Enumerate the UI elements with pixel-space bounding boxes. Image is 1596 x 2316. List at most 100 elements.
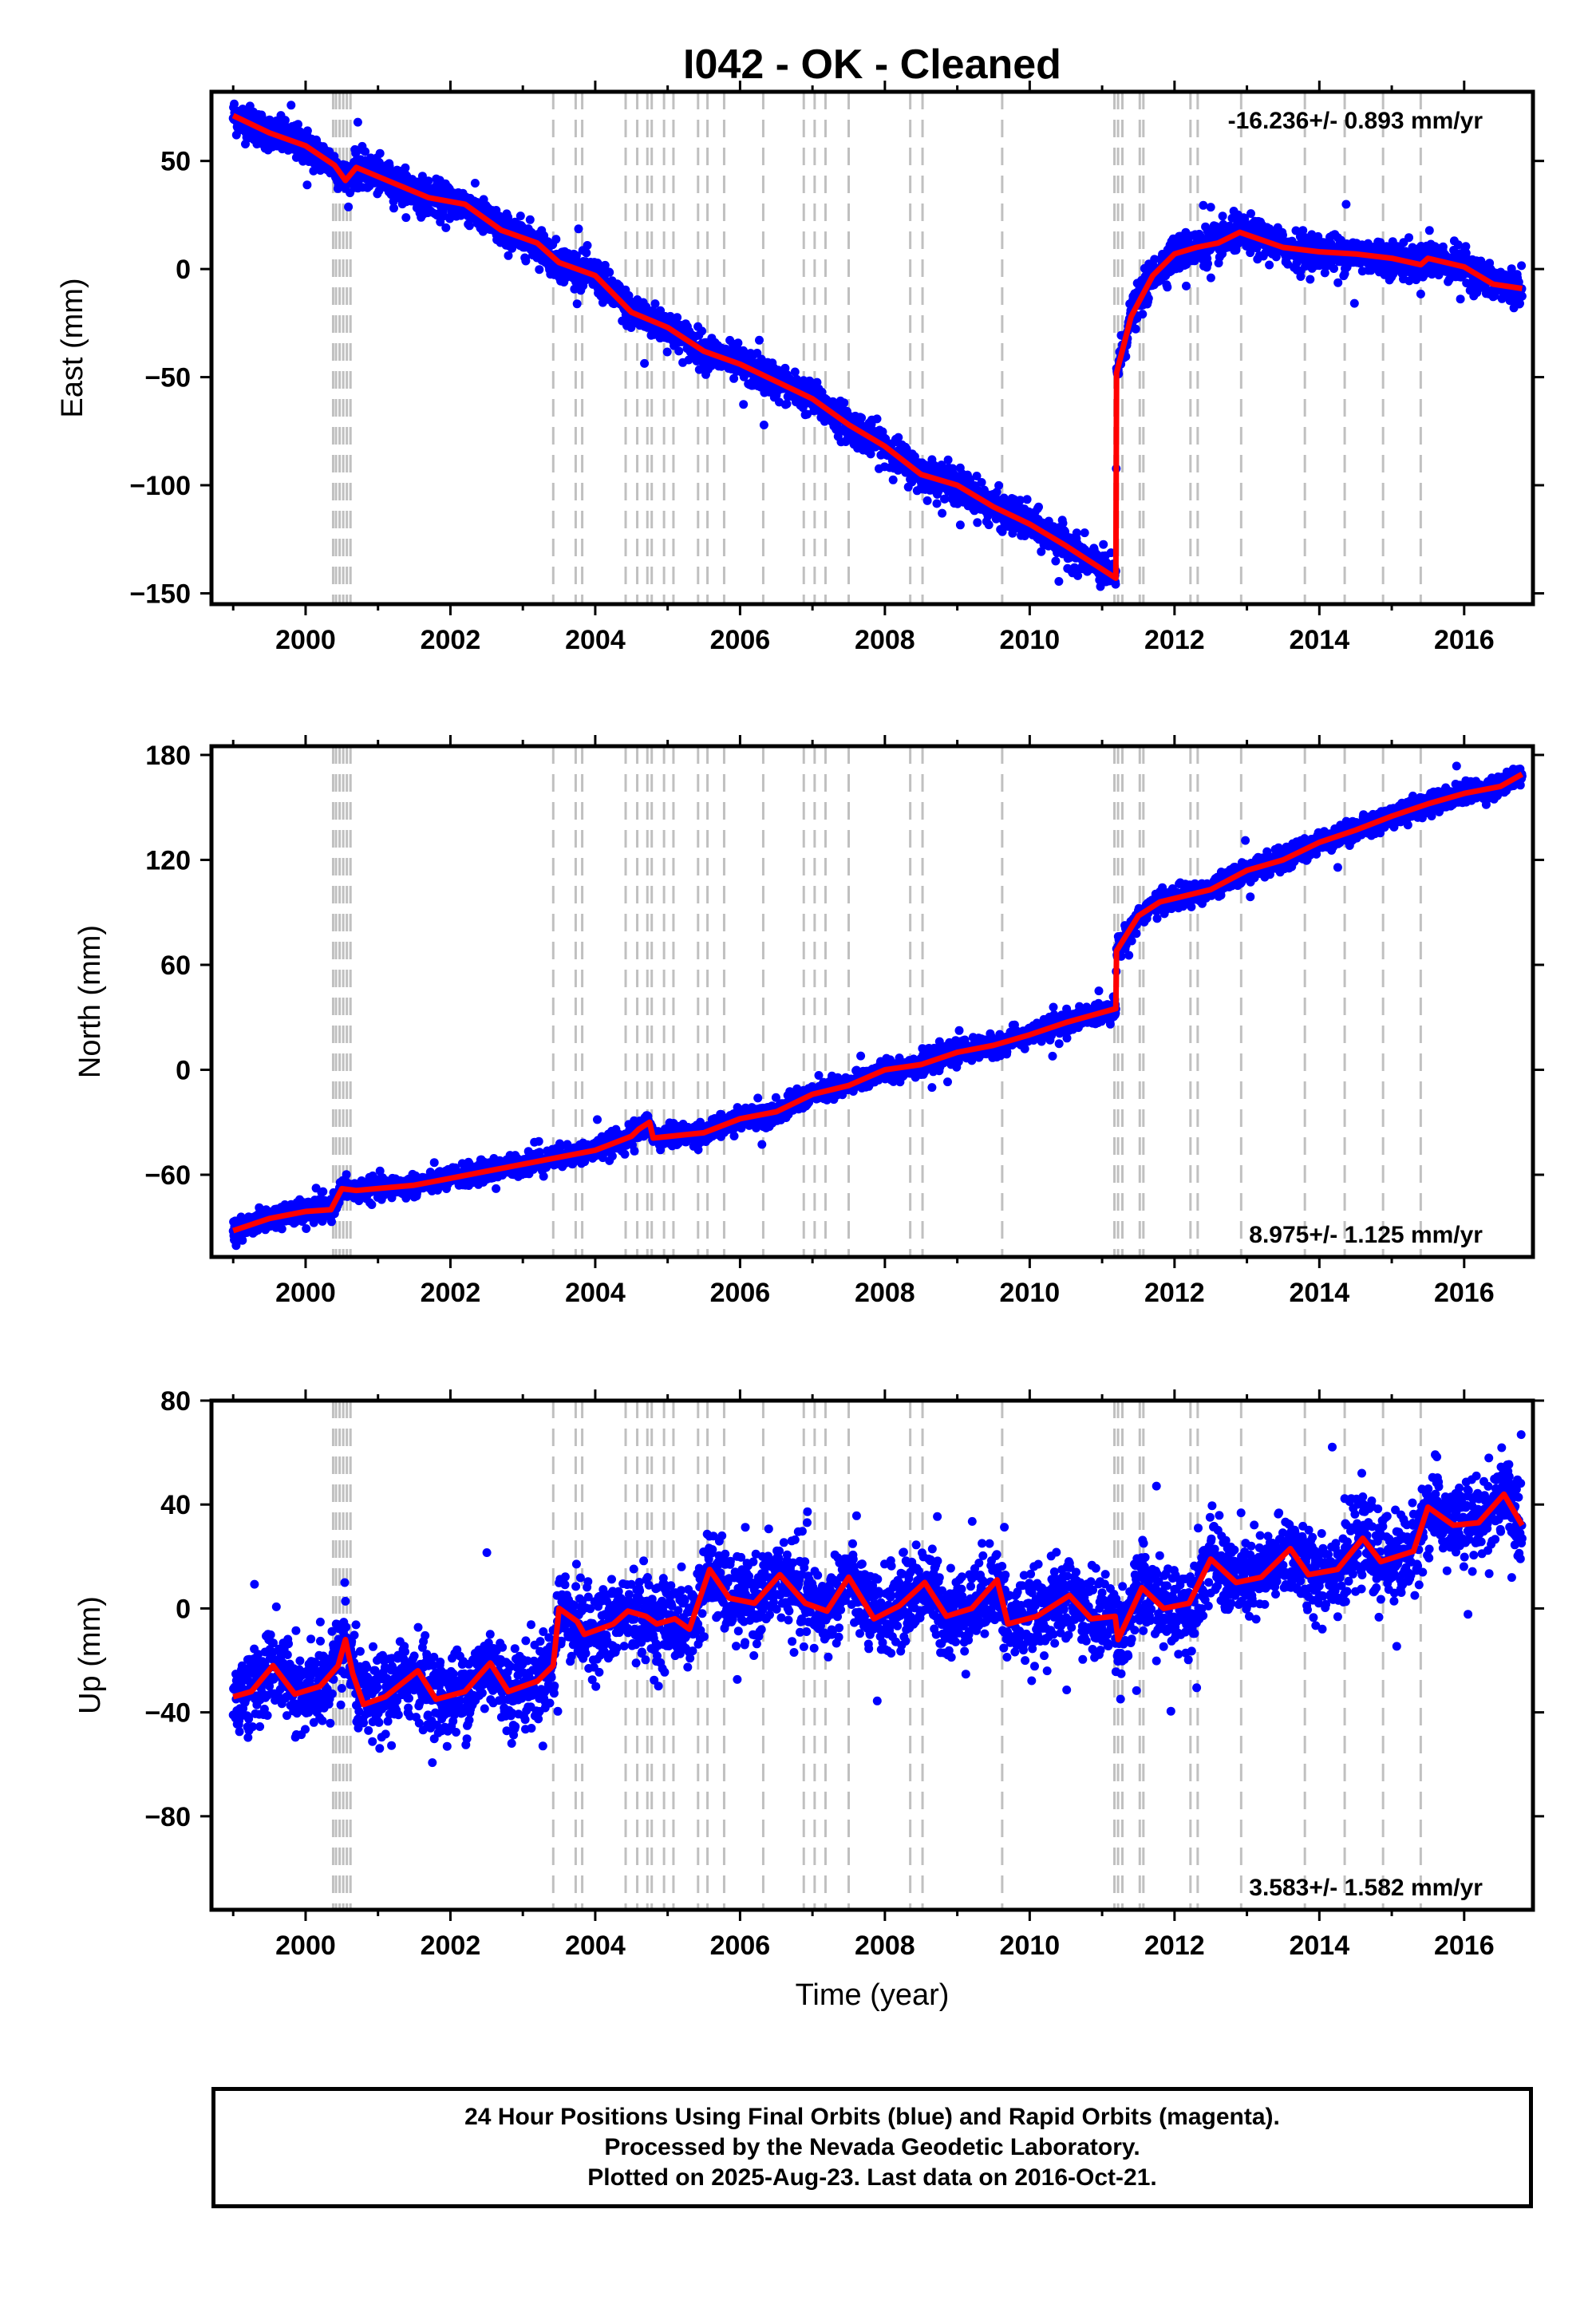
data-point (1329, 264, 1338, 273)
data-point (872, 414, 882, 424)
data-point (1144, 294, 1153, 303)
chart-title: I042 - OK - Cleaned (683, 41, 1061, 88)
data-point (1507, 264, 1516, 274)
data-point (697, 326, 707, 336)
data-point (424, 176, 433, 186)
data-point (525, 215, 535, 224)
data-point (353, 117, 362, 127)
data-point (582, 248, 591, 258)
model-line (231, 113, 1523, 581)
data-point (600, 260, 610, 270)
data-point (344, 202, 354, 211)
data-point (733, 338, 743, 348)
data-point (1333, 278, 1343, 287)
data-point (1182, 281, 1191, 290)
data-points (228, 99, 1527, 591)
data-point (389, 204, 398, 213)
data-point (551, 235, 561, 244)
y-tick-label: 0 (176, 255, 191, 285)
data-point (1341, 200, 1351, 209)
data-point (521, 256, 531, 266)
data-point (516, 211, 525, 221)
data-point (277, 1224, 286, 1234)
data-point (1404, 233, 1413, 243)
x-tick-label: 2008 (855, 625, 915, 655)
data-point (955, 520, 965, 530)
data-point (1099, 539, 1108, 549)
rate-annotation: -16.236+/- 0.893 mm/yr (1228, 108, 1483, 134)
data-point (441, 223, 451, 232)
y-axis: 500−50−100−150 (129, 147, 1544, 609)
data-point (1206, 273, 1215, 283)
panel-frame (209, 89, 1535, 607)
data-point (648, 306, 658, 315)
data-point (375, 1166, 385, 1176)
data-point (1456, 294, 1465, 304)
data-point (940, 494, 950, 504)
data-point (803, 409, 812, 419)
data-point (1438, 242, 1448, 251)
data-point (973, 518, 982, 528)
data-point (1203, 259, 1212, 268)
data-point (1051, 556, 1061, 566)
event-lines (331, 92, 1422, 604)
data-point (367, 1200, 377, 1209)
data-point (1424, 226, 1434, 235)
data-point (361, 147, 370, 156)
data-point (640, 358, 650, 368)
data-point (888, 475, 898, 484)
data-point (729, 373, 739, 383)
x-tick-label: 2010 (1000, 625, 1061, 655)
data-point (429, 1158, 439, 1168)
data-point (1015, 496, 1025, 505)
x-tick-label: 2012 (1144, 625, 1205, 655)
data-point (1111, 579, 1120, 589)
data-point (1190, 256, 1199, 266)
data-point (857, 413, 867, 423)
data-point (994, 480, 1004, 490)
data-point (1515, 298, 1524, 308)
data-point (470, 179, 480, 188)
data-point (1517, 261, 1527, 271)
y-tick-label: −100 (129, 471, 191, 501)
data-point (535, 265, 544, 275)
data-point (759, 421, 768, 429)
data-point (1206, 203, 1215, 212)
x-tick-label: 2016 (1434, 625, 1495, 655)
data-point (674, 346, 684, 356)
x-tick-label: 2004 (565, 625, 626, 655)
data-point (238, 1235, 247, 1245)
data-point (375, 148, 385, 158)
data-point (1150, 255, 1159, 264)
data-point (1461, 242, 1471, 251)
data-point (1037, 547, 1046, 556)
data-point (1298, 226, 1308, 235)
data-point (1416, 289, 1425, 298)
data-point (401, 163, 410, 172)
data-point (280, 116, 290, 125)
data-point (739, 400, 749, 409)
data-point (782, 399, 792, 409)
data-point (662, 347, 672, 357)
data-point (1054, 577, 1064, 586)
panel-east: 2000 2002 2004 2006 2008 2010 2012 2014 2016500−… (56, 81, 1544, 655)
data-point (1058, 519, 1068, 528)
data-point (1163, 283, 1172, 292)
data-point (1008, 528, 1017, 538)
data-point (464, 221, 474, 231)
data-point (966, 475, 975, 484)
data-point (922, 496, 932, 505)
y-axis-label: East (mm) (56, 278, 89, 417)
x-tick-label: 2002 (421, 625, 481, 655)
data-point (605, 267, 614, 277)
data-point (1349, 298, 1359, 308)
x-tick-label: 2006 (710, 625, 771, 655)
data-point (401, 213, 411, 223)
data-point (1080, 528, 1089, 538)
data-point (255, 1203, 264, 1212)
y-tick-label: −150 (129, 579, 191, 609)
data-point (302, 180, 312, 190)
data-point (1246, 209, 1255, 219)
data-point (1231, 245, 1241, 255)
